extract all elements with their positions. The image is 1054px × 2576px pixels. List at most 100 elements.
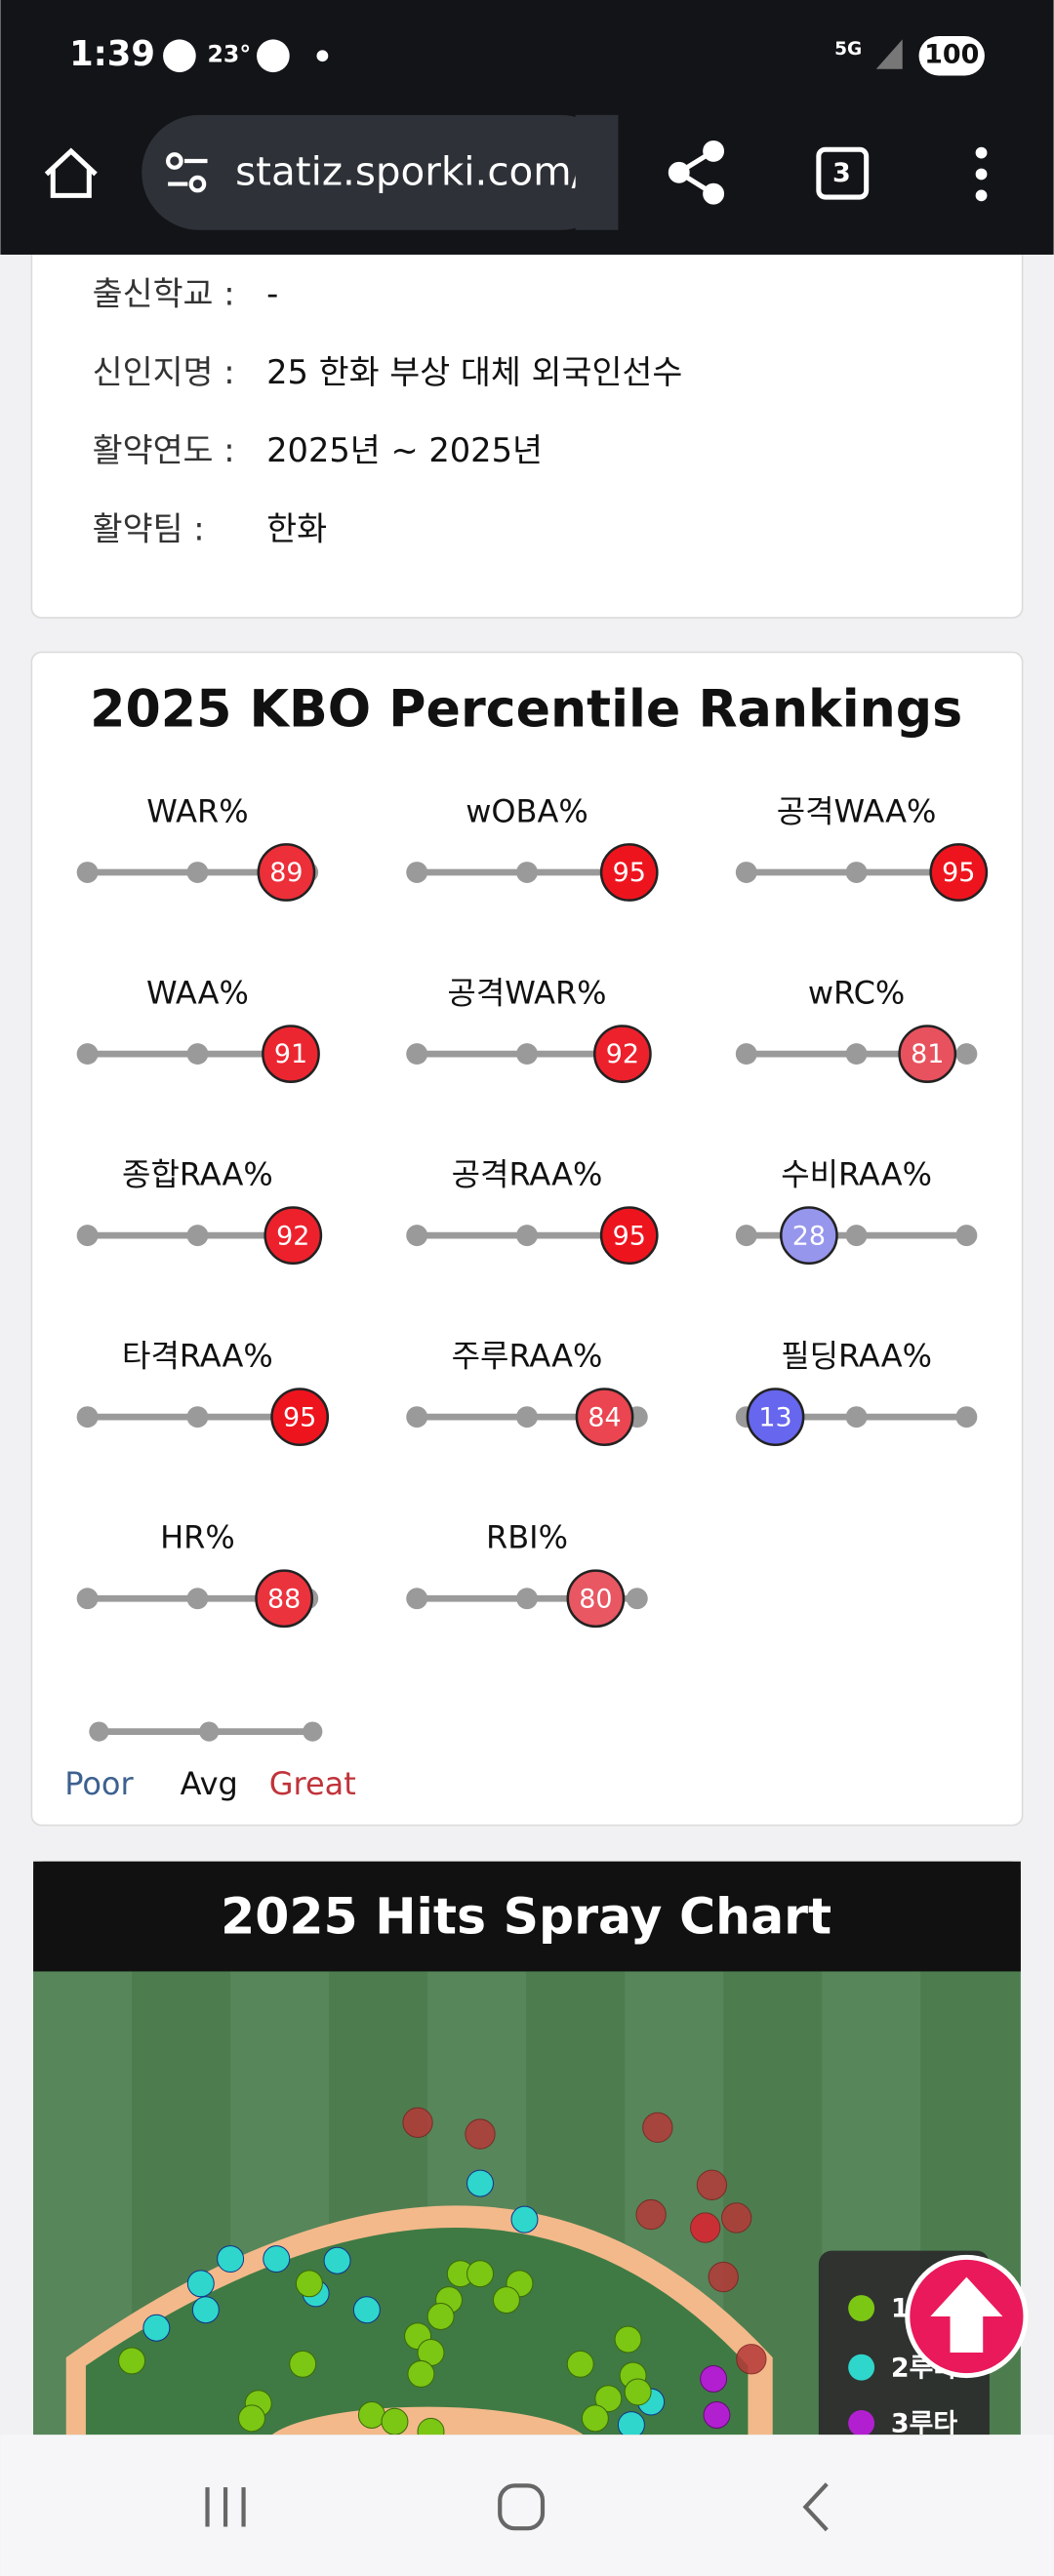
legend-dot bbox=[89, 1721, 109, 1742]
nav-bar bbox=[0, 2435, 1054, 2576]
decoration bbox=[635, 2198, 667, 2231]
url-fade bbox=[575, 114, 619, 230]
decoration bbox=[188, 175, 207, 193]
gauge-dot bbox=[735, 1225, 757, 1247]
outs bbox=[402, 2107, 767, 2375]
percentile-marker bbox=[599, 843, 659, 902]
metric-label: 주루RAA% bbox=[452, 1338, 603, 1375]
gauge-dot bbox=[76, 1225, 99, 1247]
gauge-dot bbox=[76, 1406, 99, 1429]
decoration bbox=[289, 2350, 317, 2378]
percentile-marker bbox=[566, 1569, 626, 1629]
gauge-dot bbox=[845, 1406, 868, 1429]
decoration bbox=[191, 2296, 220, 2324]
gauge-dot bbox=[76, 1588, 99, 1610]
percentile-value: 81 bbox=[911, 1039, 944, 1069]
percentile-marker bbox=[746, 1388, 805, 1447]
decoration bbox=[700, 2364, 728, 2393]
profile-label: 활약팀 : bbox=[93, 509, 205, 547]
gauge-dot bbox=[76, 1043, 99, 1066]
decoration bbox=[352, 2296, 381, 2324]
home-button[interactable] bbox=[44, 147, 98, 198]
gauge-dot bbox=[955, 1225, 978, 1247]
metric-label: 수비RAA% bbox=[781, 1156, 932, 1193]
battery: 100 bbox=[924, 40, 979, 70]
decoration bbox=[721, 2202, 752, 2234]
spray-legend-label: 3루타 bbox=[891, 2409, 958, 2439]
percentile-marker bbox=[257, 843, 316, 902]
legend-swatch bbox=[848, 2354, 875, 2381]
legend-swatch bbox=[848, 2409, 875, 2435]
decoration bbox=[930, 2276, 1003, 2354]
decoration bbox=[142, 2314, 171, 2342]
profile-value: 25 한화 부상 대체 외국인선수 bbox=[266, 353, 682, 391]
gauge-dot bbox=[955, 1043, 978, 1066]
gauge-dot bbox=[76, 862, 99, 883]
decoration bbox=[690, 2212, 721, 2243]
tabs-button[interactable] bbox=[816, 146, 870, 200]
decoration bbox=[186, 2270, 215, 2298]
profile-value: 한화 bbox=[266, 509, 327, 547]
legend-swatch bbox=[848, 2295, 875, 2322]
decoration bbox=[118, 2347, 146, 2375]
decoration bbox=[677, 148, 715, 175]
gauge-dot bbox=[735, 862, 757, 883]
percentile-value: 84 bbox=[588, 1402, 621, 1432]
temperature: 23° bbox=[208, 41, 252, 68]
share-button[interactable] bbox=[668, 140, 725, 205]
percentile-marker bbox=[929, 843, 989, 902]
signal-icon bbox=[875, 39, 903, 69]
dot-icon bbox=[316, 50, 329, 62]
decoration bbox=[426, 2303, 455, 2330]
legend-poor: Poor bbox=[64, 1765, 134, 1802]
gauge-dot bbox=[516, 1588, 538, 1610]
profile-label: 신인지명 : bbox=[93, 353, 235, 391]
percentile-value: 88 bbox=[267, 1584, 301, 1614]
decoration bbox=[736, 2344, 767, 2375]
decoration bbox=[614, 2325, 642, 2354]
nav-home-button[interactable] bbox=[498, 2483, 546, 2531]
spray-title: 2025 Hits Spray Chart bbox=[221, 1888, 831, 1946]
legend-avg: Avg bbox=[181, 1765, 238, 1802]
percentile-value: 80 bbox=[579, 1584, 612, 1614]
decoration bbox=[510, 2205, 539, 2234]
decoration bbox=[696, 2169, 728, 2200]
decoration bbox=[624, 2378, 652, 2406]
decoration bbox=[975, 189, 988, 202]
metric-label: wOBA% bbox=[466, 792, 588, 829]
percentile-value: 95 bbox=[613, 858, 646, 888]
percentile-value: 92 bbox=[606, 1039, 639, 1069]
decoration bbox=[466, 2260, 494, 2288]
metric-label: 공격WAR% bbox=[447, 974, 606, 1011]
decoration bbox=[357, 2401, 385, 2429]
gauge-dot bbox=[516, 1043, 538, 1066]
gauge-dot bbox=[516, 862, 538, 883]
decoration bbox=[594, 2385, 623, 2413]
metric-label: 필딩RAA% bbox=[781, 1338, 932, 1375]
recents-button[interactable] bbox=[205, 2487, 246, 2527]
gauge-dot bbox=[406, 1225, 428, 1247]
site-settings-icon[interactable] bbox=[166, 152, 208, 193]
decoration bbox=[238, 2404, 265, 2433]
gauge-dot bbox=[845, 1043, 868, 1066]
decoration bbox=[581, 2404, 609, 2433]
decoration bbox=[417, 2417, 445, 2435]
metric-label: WAR% bbox=[146, 792, 248, 829]
metric-label: 공격WAA% bbox=[777, 792, 937, 829]
url-bar[interactable] bbox=[142, 114, 619, 230]
decoration bbox=[217, 2245, 245, 2274]
percentile-marker bbox=[264, 1206, 323, 1266]
menu-button[interactable] bbox=[975, 146, 988, 202]
percentile-value: 95 bbox=[942, 858, 975, 888]
back-button[interactable] bbox=[802, 2482, 829, 2532]
decoration bbox=[708, 2261, 739, 2293]
scroll-top-button[interactable] bbox=[905, 2254, 1029, 2379]
percentile-marker bbox=[592, 1025, 652, 1083]
decoration bbox=[975, 168, 988, 181]
profile-label: 활약연도 : bbox=[93, 431, 235, 469]
metric-label: WAA% bbox=[146, 974, 249, 1011]
